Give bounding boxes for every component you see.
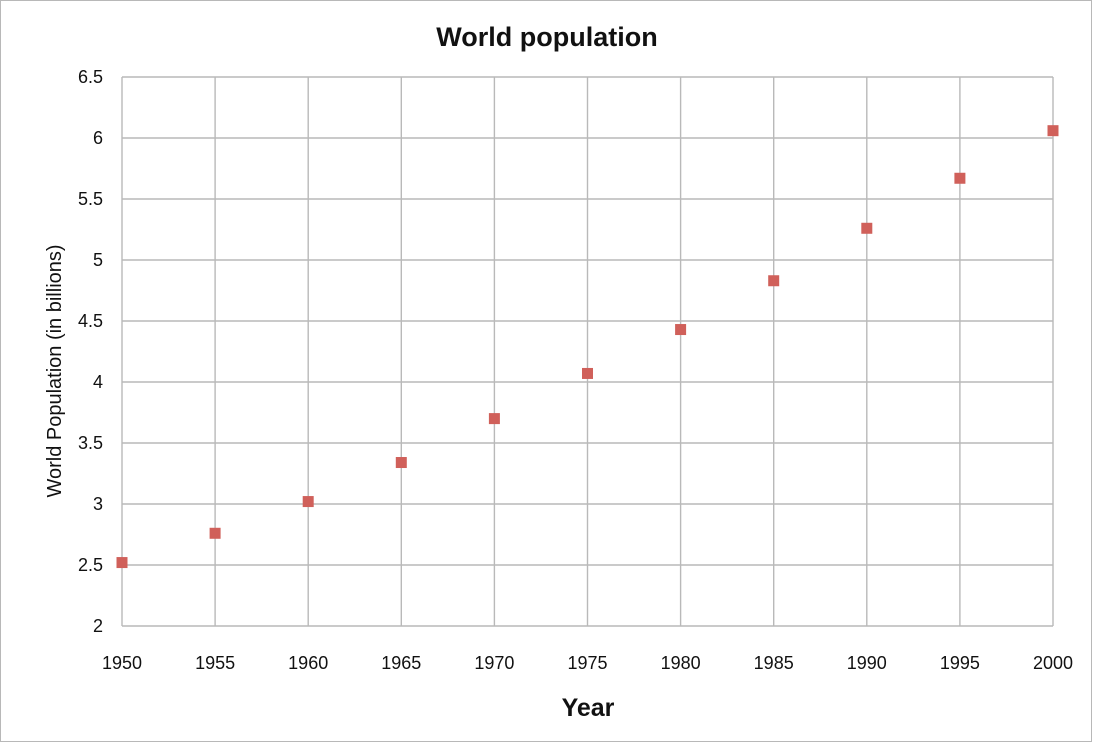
y-tick-label: 6.5 (78, 67, 103, 87)
x-tick-label: 1980 (661, 653, 701, 673)
y-tick-label: 3.5 (78, 433, 103, 453)
data-point-marker (1047, 125, 1059, 137)
grid (121, 76, 1054, 627)
y-tick-label: 2 (93, 616, 103, 636)
data-point-marker (209, 527, 221, 539)
data-point-marker (116, 557, 128, 569)
data-point-marker (954, 172, 966, 184)
y-tick-label: 3 (93, 494, 103, 514)
y-tick-label: 2.5 (78, 555, 103, 575)
data-point-marker (302, 496, 314, 508)
x-tick-label: 1960 (288, 653, 328, 673)
x-tick-label: 1955 (195, 653, 235, 673)
x-tick-label: 2000 (1033, 653, 1073, 673)
y-tick-label: 5.5 (78, 189, 103, 209)
x-tick-label: 1950 (102, 653, 142, 673)
y-tick-label: 4 (93, 372, 103, 392)
data-points (116, 125, 1059, 569)
x-tick-label: 1965 (381, 653, 421, 673)
x-tick-label: 1995 (940, 653, 980, 673)
data-point-marker (582, 367, 593, 379)
chart-title: World population (436, 22, 657, 52)
y-axis-label: World Population (in billions) (44, 244, 66, 497)
x-tick-label: 1985 (754, 653, 794, 673)
y-tick-label: 6 (93, 128, 103, 148)
x-tick-label: 1970 (474, 653, 514, 673)
x-axis-label: Year (562, 694, 615, 722)
tick-labels: 1950 1955 1960 1965 1970 1975 1980 1985 1990 1995… (78, 67, 1073, 673)
data-point-marker (488, 413, 500, 425)
x-tick-label: 1990 (847, 653, 887, 673)
y-tick-label: 4.5 (78, 311, 103, 331)
data-point-marker (768, 275, 780, 287)
data-point-marker (395, 457, 407, 469)
data-point-marker (861, 222, 873, 234)
y-tick-label: 5 (93, 250, 103, 270)
x-tick-label: 1975 (567, 653, 607, 673)
data-point-marker (675, 324, 687, 336)
